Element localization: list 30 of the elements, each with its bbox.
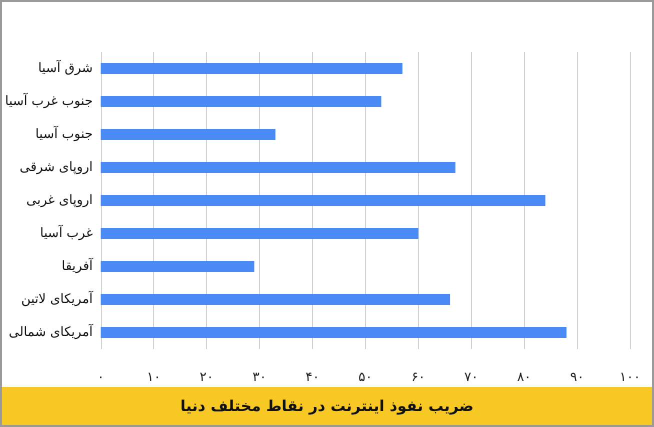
- y-tick-label: آمریکای لاتین: [21, 290, 94, 307]
- x-tick-label: ۰: [97, 370, 104, 385]
- bar: [100, 327, 566, 338]
- bar: [100, 162, 456, 173]
- x-tick-label: ۲۰: [200, 370, 214, 385]
- bar: [100, 129, 276, 140]
- x-tick-label: ۳۰: [252, 370, 267, 385]
- x-tick-label: ۱۰: [146, 370, 161, 385]
- bar: [100, 261, 254, 272]
- bar: [100, 63, 402, 74]
- x-tick-label: ۴۰: [305, 370, 320, 385]
- y-tick-label: جنوب آسیا: [35, 125, 93, 142]
- y-tick-label: جنوب غرب آسیا: [4, 92, 93, 109]
- y-tick-label: اروپای غربی: [26, 193, 93, 208]
- y-tick-label: آفریقا: [62, 257, 94, 274]
- y-tick-label: غرب آسیا: [40, 224, 93, 241]
- bar: [100, 96, 382, 107]
- y-tick-label: اروپای شرقی: [20, 160, 93, 175]
- x-tick-label: ۹۰: [570, 370, 584, 385]
- text: ضریب نفوذ اینترنت در نقاط مختلف دنیا: [2, 387, 652, 425]
- bar: [100, 228, 418, 239]
- bar: [100, 294, 450, 305]
- y-tick-label: آمریکای شمالی: [8, 323, 94, 340]
- x-tick-label: ۷۰: [464, 370, 478, 385]
- x-tick-label: ۸۰: [517, 370, 532, 385]
- x-tick-label: ۱۰۰: [620, 370, 640, 385]
- x-tick-label: ۵۰: [358, 370, 372, 385]
- y-tick-label: شرق آسیا: [38, 59, 93, 76]
- bar: [100, 195, 546, 206]
- x-tick-label: ۶۰: [411, 370, 426, 385]
